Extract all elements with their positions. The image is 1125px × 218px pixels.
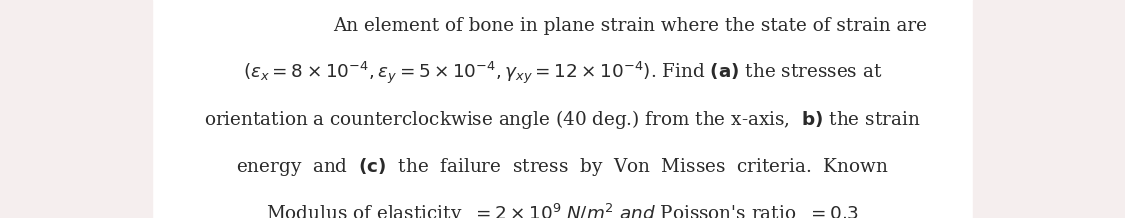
- Bar: [973, 0, 1125, 218]
- Text: Modulus of elasticity  $= 2 \times 10^9 \; N/m^2$ $\mathit{and}$ Poisson's ratio: Modulus of elasticity $= 2 \times 10^9 \…: [266, 202, 860, 218]
- Text: energy  and  $\mathbf{(c)}$  the  failure  stress  by  Von  Misses  criteria.  K: energy and $\mathbf{(c)}$ the failure st…: [236, 156, 889, 178]
- Text: An element of bone in plane strain where the state of strain are: An element of bone in plane strain where…: [333, 17, 927, 35]
- Bar: [0, 0, 152, 218]
- Text: $(\epsilon_x = 8 \times 10^{-4},\epsilon_y = 5 \times 10^{-4}, \gamma_{xy} = 12 : $(\epsilon_x = 8 \times 10^{-4},\epsilon…: [243, 60, 882, 86]
- Text: orientation a counterclockwise angle (40 deg.) from the x-axis,  $\mathbf{b)}$ t: orientation a counterclockwise angle (40…: [205, 108, 920, 131]
